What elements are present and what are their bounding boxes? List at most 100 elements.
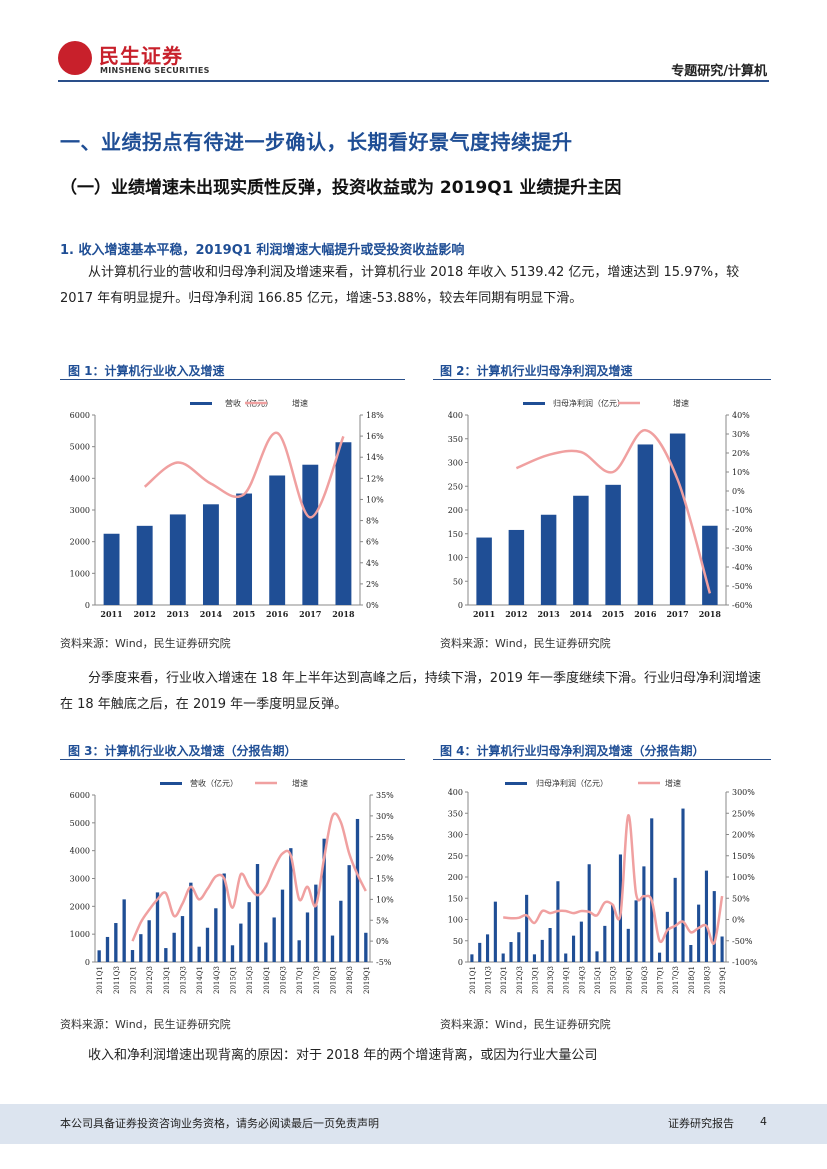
bar — [364, 932, 368, 962]
x-tick-label: 2012Q1 — [130, 966, 138, 994]
bar — [540, 514, 557, 605]
x-tick-label: 2018Q3 — [346, 966, 354, 994]
bar — [314, 884, 318, 962]
figure-1-rule — [60, 379, 405, 380]
bar — [634, 900, 638, 962]
footer-bar — [0, 1104, 827, 1144]
x-tick-label: 2011Q1 — [96, 966, 104, 994]
y-right-tick-label: 4% — [366, 559, 379, 568]
x-tick-label: 2014Q1 — [563, 966, 571, 994]
bar — [704, 870, 709, 962]
logo-text: 民生证券 — [99, 44, 183, 68]
y-right-tick-label: 30% — [376, 812, 394, 821]
x-tick-label: 2015Q1 — [230, 966, 238, 994]
y-right-tick-label: -5% — [376, 958, 392, 967]
y-right-tick-label: 0% — [376, 937, 389, 946]
bar — [595, 951, 599, 962]
figure-4-title: 图 4：计算机行业归母净利润及增速（分报告期） — [440, 744, 705, 758]
figure-2-chart: 归母净利润（亿元） 增速 0 50 100 150 200 250 300 350 400 -60… — [448, 398, 753, 619]
chart-4-legend: 归母净利润（亿元） 增速 — [505, 778, 681, 788]
figure-4-rule — [433, 759, 771, 760]
bar — [197, 946, 201, 962]
heading-3: 1. 收入增速基本平稳，2019Q1 利润增速大幅提升或受投资收益影响 — [60, 243, 465, 258]
bar — [122, 899, 126, 962]
x-tick-label: 2012 — [505, 609, 527, 619]
x-tick-label: 2013 — [537, 609, 560, 619]
x-tick-label: 2014Q3 — [578, 966, 586, 994]
y-left-tick-label: 350 — [448, 435, 463, 444]
y-right-tick-label: 20% — [732, 449, 750, 458]
x-tick-label: 2018 — [332, 609, 355, 619]
y-left-tick-label: 50 — [453, 937, 463, 946]
y-right-tick-label: 14% — [366, 453, 384, 462]
x-tick-label: 2012Q3 — [516, 966, 524, 994]
bar — [347, 865, 351, 962]
x-tick-label: 2013 — [167, 609, 190, 619]
y-right-tick-label: -40% — [732, 563, 753, 572]
figure-2-source: 资料来源：Wind，民生证券研究院 — [440, 637, 611, 650]
y-right-tick-label: 2% — [366, 580, 379, 589]
legend-line-label: 增速 — [665, 778, 681, 788]
y-right-tick-label: 5% — [376, 916, 389, 925]
x-tick-label: 2012 — [134, 609, 156, 619]
bar — [532, 954, 537, 962]
x-tick-label: 2017Q3 — [313, 966, 321, 994]
bar — [665, 911, 669, 962]
y-right-tick-label: 30% — [732, 430, 750, 439]
x-tick-label: 2014Q1 — [196, 966, 204, 994]
x-tick-label: 2015Q1 — [594, 966, 602, 994]
bar — [540, 939, 544, 962]
bar — [508, 529, 525, 605]
x-tick-label: 2018 — [699, 609, 722, 619]
header-divider — [58, 80, 769, 82]
growth-line — [503, 814, 724, 945]
bar — [280, 889, 285, 962]
bar — [136, 525, 153, 605]
x-tick-label: 2014Q3 — [213, 966, 221, 994]
bar — [269, 475, 286, 605]
figure-2-rule — [433, 379, 771, 380]
y-left-tick-label: 5000 — [70, 819, 90, 828]
paragraph-3: 收入和净利润增速出现背离的原因：对于 2018 年的两个增速背离，或因为行业大量… — [88, 1048, 598, 1063]
y-right-tick-label: 50% — [732, 894, 750, 903]
y-right-tick-label: 10% — [376, 895, 394, 904]
bar — [626, 928, 630, 962]
y-left-tick-label: 1000 — [70, 930, 90, 939]
y-left-tick-label: 0 — [85, 601, 90, 610]
x-tick-label: 2011Q1 — [469, 966, 477, 994]
x-tick-label: 2013Q1 — [531, 966, 539, 994]
y-left-tick-label: 100 — [448, 916, 463, 925]
bar — [605, 484, 621, 605]
bar — [712, 891, 716, 962]
y-right-tick-label: -30% — [732, 544, 753, 553]
legend-bar-label: 归母净利润（亿元） — [553, 398, 625, 408]
figure-2-title: 图 2：计算机行业归母净利润及增速 — [440, 364, 633, 378]
figure-1-title: 图 1：计算机行业收入及增速 — [68, 364, 225, 378]
x-tick-label: 2014 — [570, 609, 593, 619]
y-right-tick-label: 0% — [732, 916, 745, 925]
y-right-tick-label: -100% — [732, 958, 758, 967]
y-left-tick-label: 4000 — [70, 847, 90, 856]
figure-3-chart: 营收（亿元） 增速 0 1000 2000 3000 4000 5000 6000 -5% 0%… — [70, 778, 395, 994]
paragraph-1: 从计算机行业的营收和归母净利润及增速来看，计算机行业 2018 年收入 5139… — [60, 265, 740, 306]
bar — [189, 882, 193, 962]
bar — [172, 932, 176, 962]
y-left-tick-label: 100 — [448, 554, 463, 563]
header-section: 专题研究/计算机 — [671, 64, 767, 79]
y-left-tick-label: 400 — [448, 788, 463, 797]
x-tick-label: 2015Q3 — [246, 966, 254, 994]
x-tick-label: 2016Q1 — [263, 966, 271, 994]
y-right-tick-label: 20% — [376, 854, 394, 863]
y-left-tick-label: 6000 — [70, 791, 90, 800]
y-left-tick-label: 0 — [458, 958, 463, 967]
x-tick-label: 2013Q1 — [163, 966, 171, 994]
bar — [478, 942, 482, 962]
x-tick-label: 2013Q3 — [180, 966, 188, 994]
bar — [147, 920, 151, 962]
x-tick-label: 2013Q3 — [547, 966, 555, 994]
legend-line-label: 增速 — [292, 398, 308, 408]
x-tick-label: 2011 — [100, 609, 122, 619]
bar — [681, 808, 685, 962]
y-left-tick-label: 250 — [448, 852, 463, 861]
y-left-tick-label: 3000 — [70, 875, 90, 884]
